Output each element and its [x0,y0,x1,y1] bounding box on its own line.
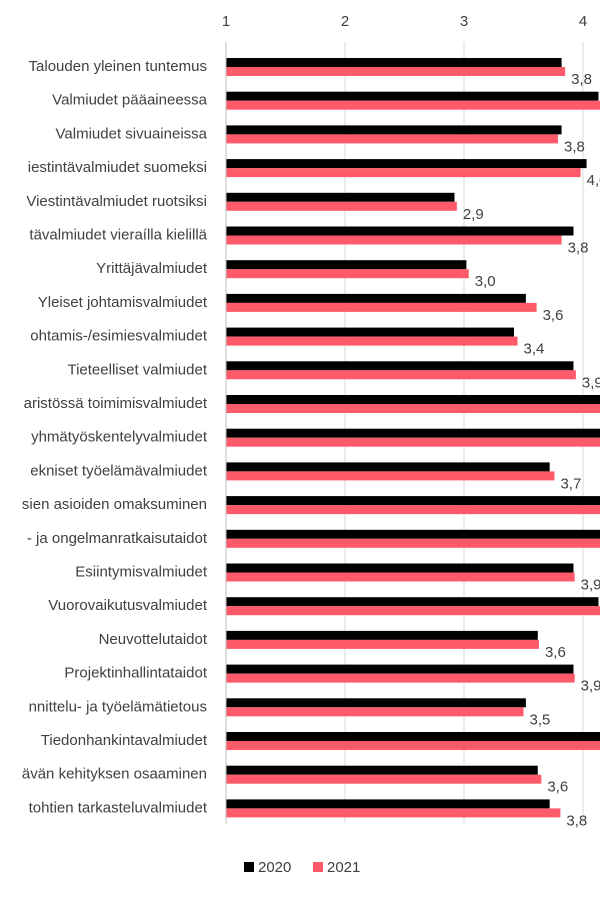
category-label: ekniset työelämävalmiudet [30,462,208,479]
data-label: 3,9 [582,374,600,391]
bar [226,260,467,270]
category-label: Tiedonhankintavalmiudet [41,732,208,749]
bar [226,159,587,169]
category-label: ävän kehityksen osaaminen [22,766,207,783]
bar [226,293,526,303]
bar [226,395,600,404]
bar [226,91,599,101]
category-label: Esiintymisvalmiudet [75,563,208,580]
bar [226,226,574,236]
legend-label: 2021 [327,859,360,876]
category-label: ohtamis-/esimiesvalmiudet [30,328,208,345]
x-tick-label: 3 [460,13,468,30]
category-label: Valmiudet sivuaineissa [56,125,208,142]
category-label: - ja ongelmanratkaisutaidot [27,530,208,547]
data-label: 3,0 [475,273,496,290]
category-label: Talouden yleinen tuntemus [29,58,207,75]
legend-label: 2020 [258,859,291,876]
legend-swatch [244,862,254,872]
category-label: nnittelu- ja työelämätietous [29,698,207,715]
bar [226,302,537,312]
category-label: Yrittäjävalmiudet [96,260,208,277]
bar [226,799,550,809]
data-label: 2,9 [463,206,484,223]
bar [226,732,600,741]
bar [226,336,518,346]
category-label: Tieteelliset valmiudet [67,361,207,378]
bar [226,58,562,67]
bar [226,100,600,110]
bar [226,597,599,607]
bar [226,471,555,481]
data-label: 3,6 [547,779,568,796]
bar [226,361,574,371]
bar [226,572,575,582]
data-label: 3,6 [543,307,564,324]
bar [226,201,457,211]
bar [226,462,550,472]
x-tick-label: 1 [222,13,230,30]
category-label: Vuorovaikutusvalmiudet [48,597,208,614]
data-label: 3,7 [560,475,581,492]
category-label: iestintävalmiudet suomeksi [28,159,207,176]
data-label: 3,8 [564,138,585,155]
category-label: yhmätyöskentelyvalmiudet [31,429,208,446]
data-label: 4,0 [587,172,600,189]
bar [226,606,600,616]
data-label: 3,8 [571,71,592,88]
category-label: Valmiudet pääaineessa [52,92,207,109]
bar [226,774,542,784]
bar [226,134,559,144]
data-label: 3,4 [524,341,545,358]
bar [226,192,455,202]
bar [226,639,539,649]
data-label: 3,6 [545,644,566,661]
bar [226,428,600,438]
bar [226,630,538,640]
category-label: Yleiset johtamisvalmiudet [38,294,208,311]
bar [226,673,575,683]
bar [226,269,469,279]
bar [226,563,574,573]
bar [226,664,574,674]
bar [226,404,600,413]
category-label: tävalmiudet vieraílla kielillä [29,226,207,243]
category-label: sien asioiden omaksuminen [22,496,207,513]
category-label: Viestintävalmiudet ruotsiksi [26,193,207,210]
data-label: 3,8 [568,239,589,256]
bar [226,125,562,135]
bar [226,437,600,447]
category-label: tohtien tarkasteluvalmiudet [29,799,208,816]
category-label: aristössä toimimisvalmiudet [24,395,208,412]
bar [226,538,600,548]
x-tick-label: 4 [579,13,587,30]
bar [226,505,600,515]
bar [226,67,566,76]
data-label: 3,5 [530,711,551,728]
bar [226,235,562,245]
bar [226,529,600,539]
bar [226,496,600,506]
data-label: 3,8 [566,812,587,829]
bar [226,808,561,818]
category-label: Projektinhallintataidot [64,665,207,682]
bar [226,765,538,775]
legend-swatch [313,862,323,872]
category-label: Neuvottelutaidot [99,631,208,648]
bar [226,698,526,708]
bar [226,327,514,337]
data-label: 3,9 [581,678,600,695]
x-tick-label: 2 [341,13,349,30]
bar [226,168,581,178]
bar [226,707,524,717]
data-label: 3,9 [581,576,600,593]
bar [226,741,600,750]
bar [226,370,576,380]
